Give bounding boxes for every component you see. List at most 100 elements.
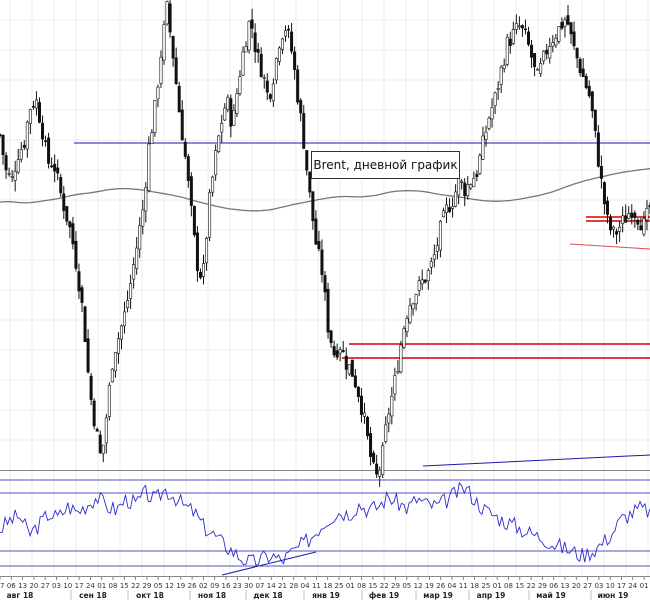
candle-body [74,240,78,269]
candle-body [271,83,275,102]
candle-body [259,53,263,78]
candle-body [147,143,151,191]
candle-body [302,113,306,149]
price-panel-grid [0,0,650,470]
candle-body [171,36,175,59]
candle-body [475,173,479,177]
candle-body [223,107,227,121]
resistance-line-red-3 [569,243,650,250]
candle-body [98,434,102,454]
x-tick-label: 08 [357,582,366,590]
x-month-label: дек 18 [253,591,282,600]
candle-body [347,364,351,375]
x-tick-label: 29 [142,582,151,590]
candle-body [56,167,60,174]
candle-body [110,368,114,383]
candle-body [101,444,105,454]
candle-body [189,176,193,206]
candle-body [378,469,382,477]
candle-body [25,121,29,150]
candle-body [284,30,288,37]
candle-body [356,386,360,397]
candle-body [341,350,345,352]
candle-body [359,395,363,415]
x-tick-label: 01 [493,582,502,590]
candle-body [214,150,218,176]
candle-body [581,68,585,77]
candle-body [402,328,406,348]
candle-body [639,225,643,231]
candle-body [502,64,506,69]
candle-body [457,177,461,196]
candle-body [317,241,321,250]
candle-body [630,212,634,218]
x-tick-label: 26 [436,582,445,590]
candle-body [323,275,327,293]
candle-body [508,38,512,46]
candle-body [250,19,254,29]
candle-body [569,22,573,35]
oscillator-trend-line [221,551,317,576]
candle-body [329,330,333,344]
candle-body [205,237,209,264]
x-tick-label: 20 [572,582,581,590]
candle-body [642,218,646,235]
x-month-label: апр 19 [477,591,506,600]
candle-body [180,109,184,141]
candle-body [602,182,606,205]
candle-body [44,140,48,142]
candle-body [71,223,75,245]
x-axis-months: авг 18 сен 18 окт 18 ноя 18 дек 18 янв 19 фев … [7,590,628,600]
candle-body [542,50,546,62]
candle-body [605,200,609,215]
candle-body [596,132,600,167]
candle-body [165,1,169,25]
candle-body [350,359,354,377]
candle-body [466,184,470,197]
candle-body [150,132,154,145]
candle-body [220,122,224,133]
candle-body [241,51,245,76]
x-tick-label: 16 [222,582,231,590]
candle-body [478,155,482,174]
candle-body [472,177,476,188]
candle-body [511,29,515,44]
candle-body [59,177,63,194]
candle-body [451,206,455,209]
x-tick-label: 03 [52,582,61,590]
candle-body [116,338,120,354]
x-tick-label: 22 [527,582,536,590]
candle-body [499,66,503,85]
x-tick-label: 25 [335,582,344,590]
x-tick-label: 24 [86,582,95,590]
candle-body [247,20,251,51]
candle-body [539,62,543,74]
candle-body [444,204,448,213]
x-tick-label: 01 [640,582,649,590]
candle-body [432,254,436,260]
candle-body [308,171,312,193]
x-month-label: ноя 18 [198,591,226,600]
candle-body [217,135,221,152]
x-tick-label: 11 [312,582,321,590]
candle-body [113,351,117,372]
candle-body [13,171,17,181]
x-tick-label: 08 [109,582,118,590]
candle-body [192,206,196,236]
candle-body [68,221,72,228]
candle-body [129,283,133,299]
candle-body [31,105,35,108]
x-tick-label: 04 [448,582,457,590]
x-month-label: май 19 [536,591,566,600]
candle-body [441,210,445,218]
candle-body [34,99,38,109]
x-tick-label: 29 [538,582,547,590]
x-tick-label: 15 [120,582,129,590]
candle-body [159,56,163,84]
candle-body [326,288,330,333]
candle-body [153,100,157,133]
x-tick-label: 27 [583,582,592,590]
x-tick-label: 17 [617,582,626,590]
